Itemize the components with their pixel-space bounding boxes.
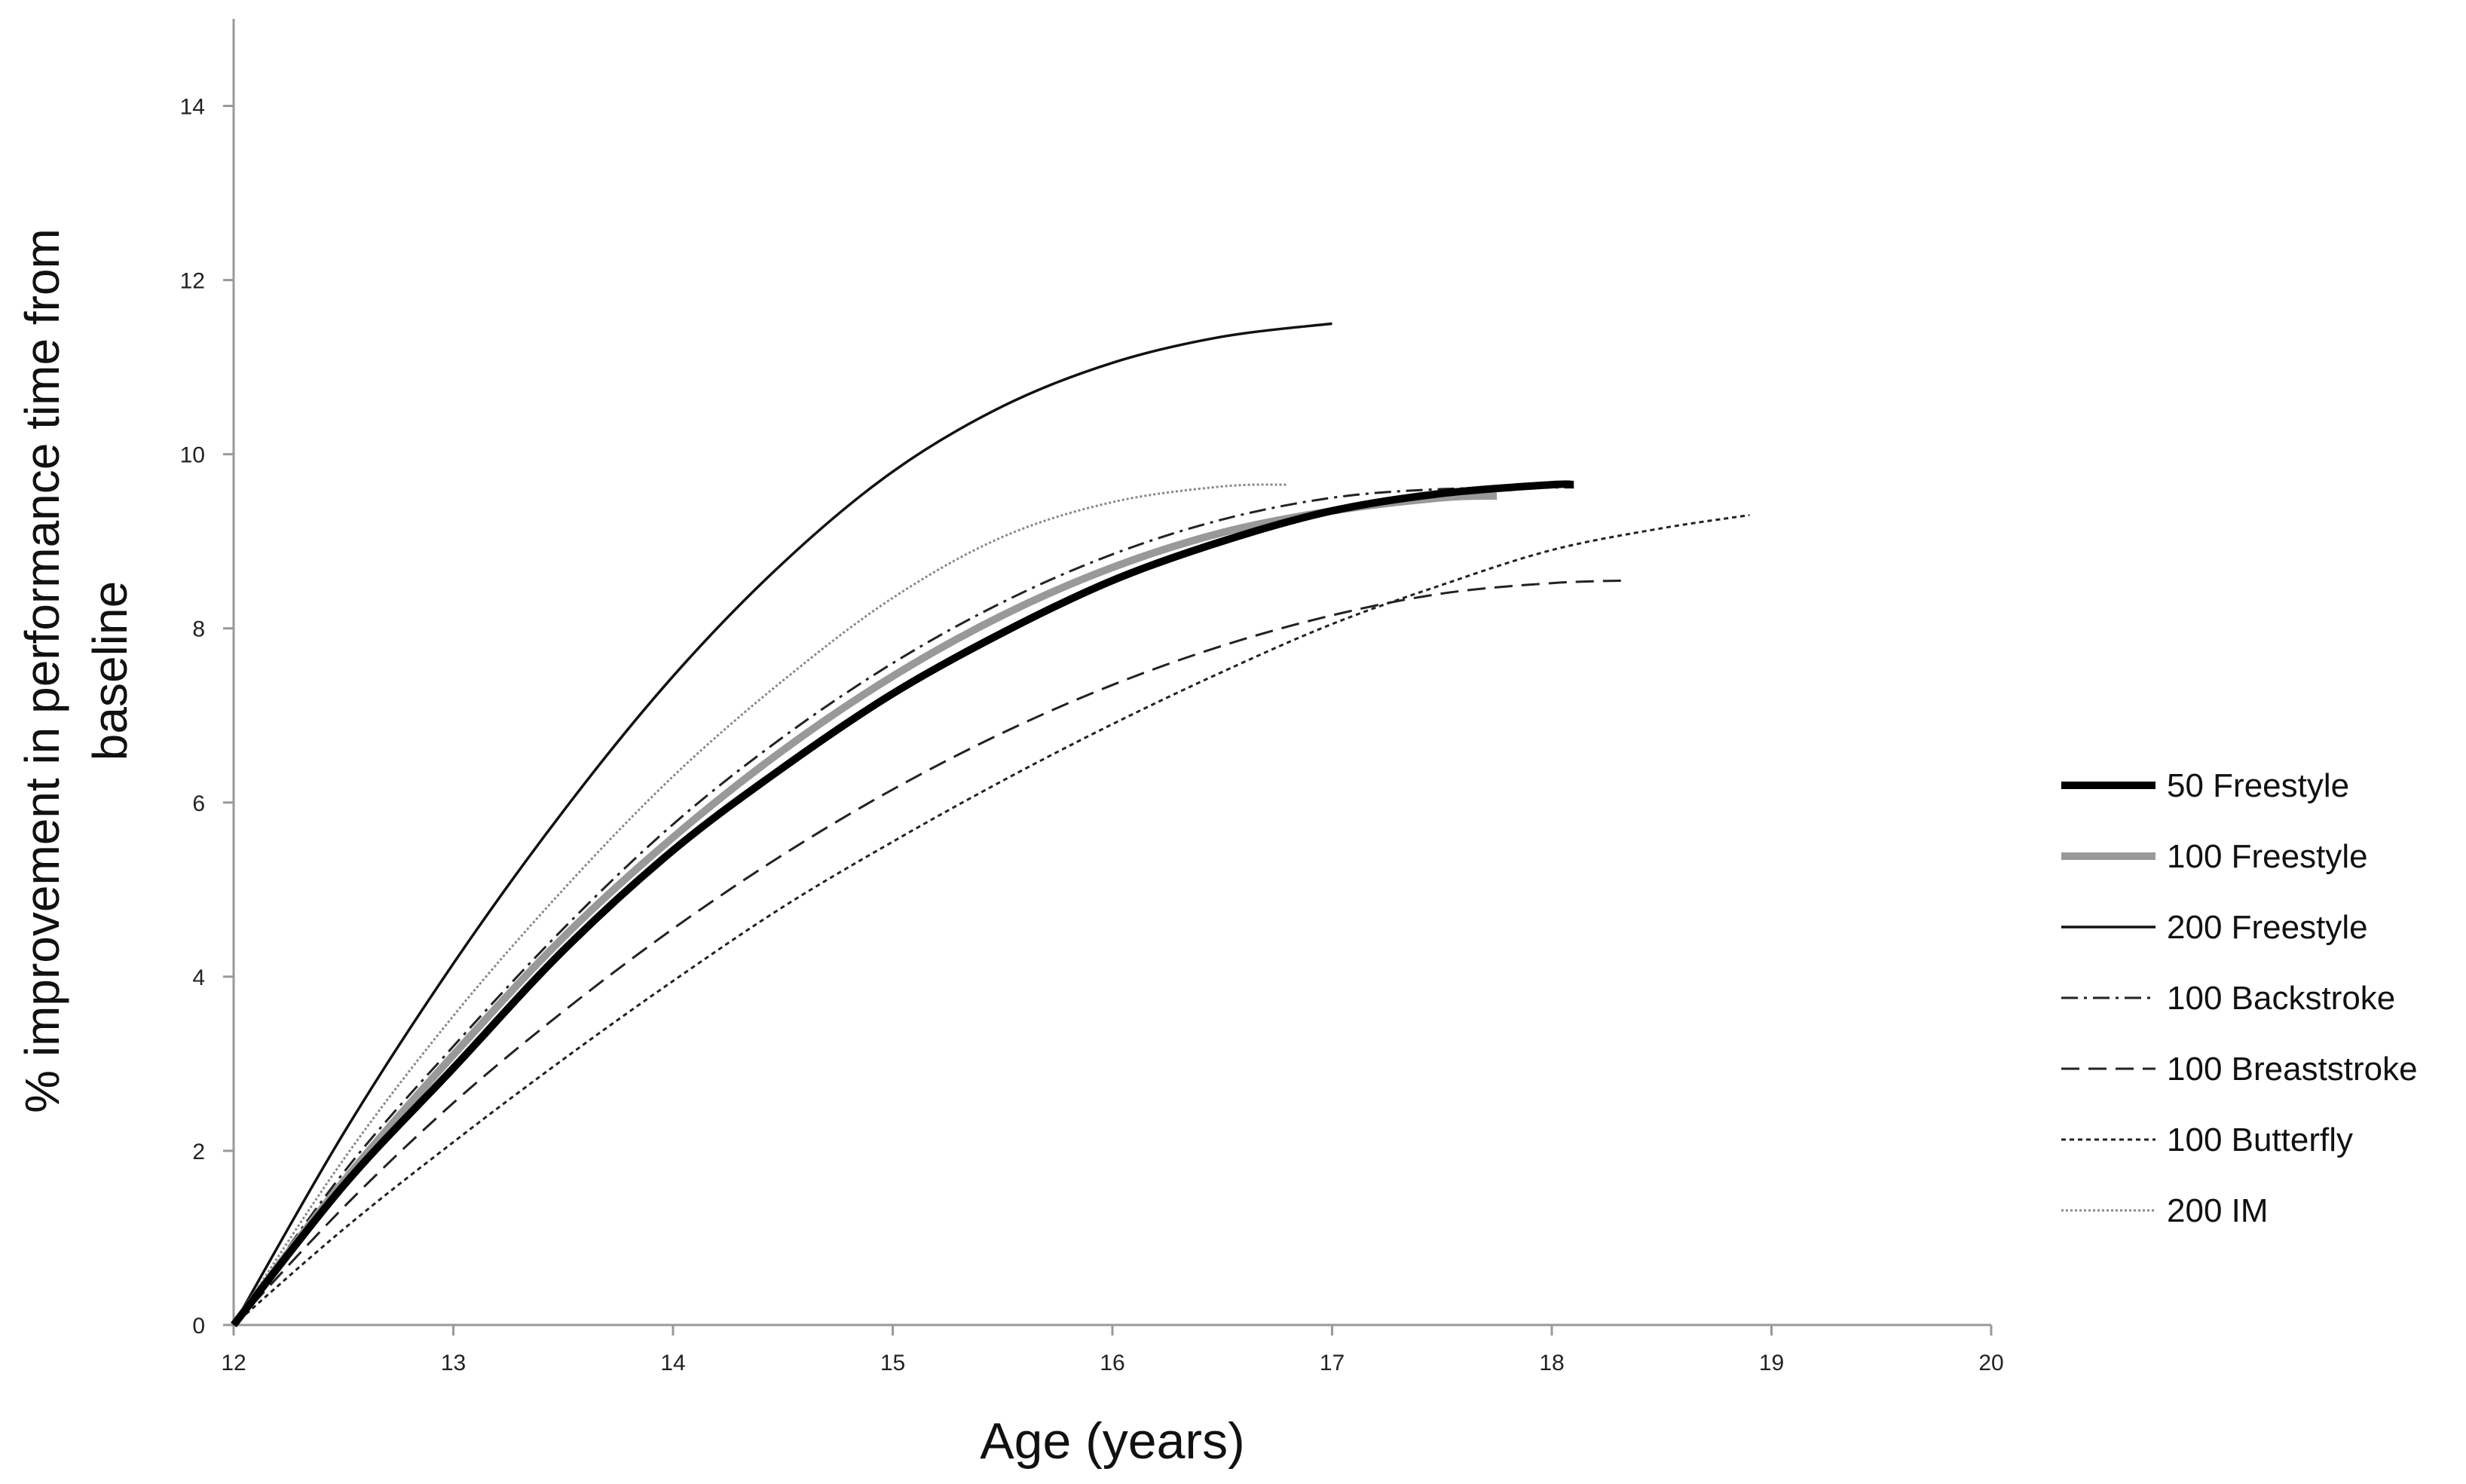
series-line-100-butterfly <box>233 514 1750 1326</box>
series-lines <box>231 322 1750 1328</box>
x-tick-label: 17 <box>1320 1351 1345 1375</box>
x-tick-label: 13 <box>441 1351 466 1375</box>
legend-label: 100 Backstroke <box>2167 980 2395 1017</box>
legend-label: 200 Freestyle <box>2167 909 2368 946</box>
y-tick-label: 6 <box>192 791 205 816</box>
y-tick-label: 8 <box>192 617 205 642</box>
legend-label: 100 Breaststroke <box>2167 1051 2418 1088</box>
series-line-50-freestyle <box>231 480 1574 1328</box>
x-tick-label: 19 <box>1759 1351 1784 1375</box>
y-axis-title-line2: baseline <box>83 581 137 760</box>
legend-label: 200 IM <box>2167 1192 2269 1229</box>
x-tick-label: 16 <box>1100 1351 1124 1375</box>
legend-label: 100 Butterfly <box>2167 1121 2353 1158</box>
legend-item: 50 Freestyle <box>2061 767 2349 804</box>
y-axis-title-line1: % improvement in performance time from <box>15 228 69 1113</box>
y-axis-title: % improvement in performance time from b… <box>15 228 137 1113</box>
x-tick-label: 12 <box>221 1351 246 1375</box>
series-line-100-breaststroke <box>232 579 1629 1326</box>
legend-item: 100 Breaststroke <box>2061 1051 2418 1088</box>
x-tick-label: 18 <box>1539 1351 1564 1375</box>
legend: 50 Freestyle 100 Freestyle 200 Freestyle 10… <box>2061 767 2418 1229</box>
legend-item: 200 Freestyle <box>2061 909 2368 946</box>
y-tick-label: 10 <box>180 443 205 468</box>
y-tick-label: 12 <box>180 269 205 294</box>
y-tick-label: 0 <box>192 1314 205 1339</box>
axes <box>232 19 1991 1326</box>
series-line-100-backstroke <box>232 486 1574 1326</box>
legend-label: 50 Freestyle <box>2167 767 2349 804</box>
x-axis-title: Age (years) <box>980 1412 1244 1470</box>
x-tick-label: 20 <box>1978 1351 2003 1375</box>
legend-item: 100 Butterfly <box>2061 1121 2353 1158</box>
series-line-200-freestyle <box>232 322 1332 1326</box>
x-tick-label: 15 <box>880 1351 905 1375</box>
y-tick-label: 4 <box>192 965 205 990</box>
legend-item: 100 Freestyle <box>2061 838 2368 875</box>
series-line-200-im <box>232 483 1289 1326</box>
legend-item: 200 IM <box>2061 1192 2269 1229</box>
legend-item: 100 Backstroke <box>2061 980 2395 1017</box>
axis-ticks: 12 13 14 15 16 17 18 19 20 0 2 4 6 8 10 12 14 <box>180 95 2004 1375</box>
x-tick-label: 14 <box>660 1351 685 1375</box>
legend-label: 100 Freestyle <box>2167 838 2368 875</box>
y-tick-label: 2 <box>192 1140 205 1164</box>
series-line-100-freestyle <box>231 492 1498 1328</box>
y-tick-label: 14 <box>180 95 205 120</box>
